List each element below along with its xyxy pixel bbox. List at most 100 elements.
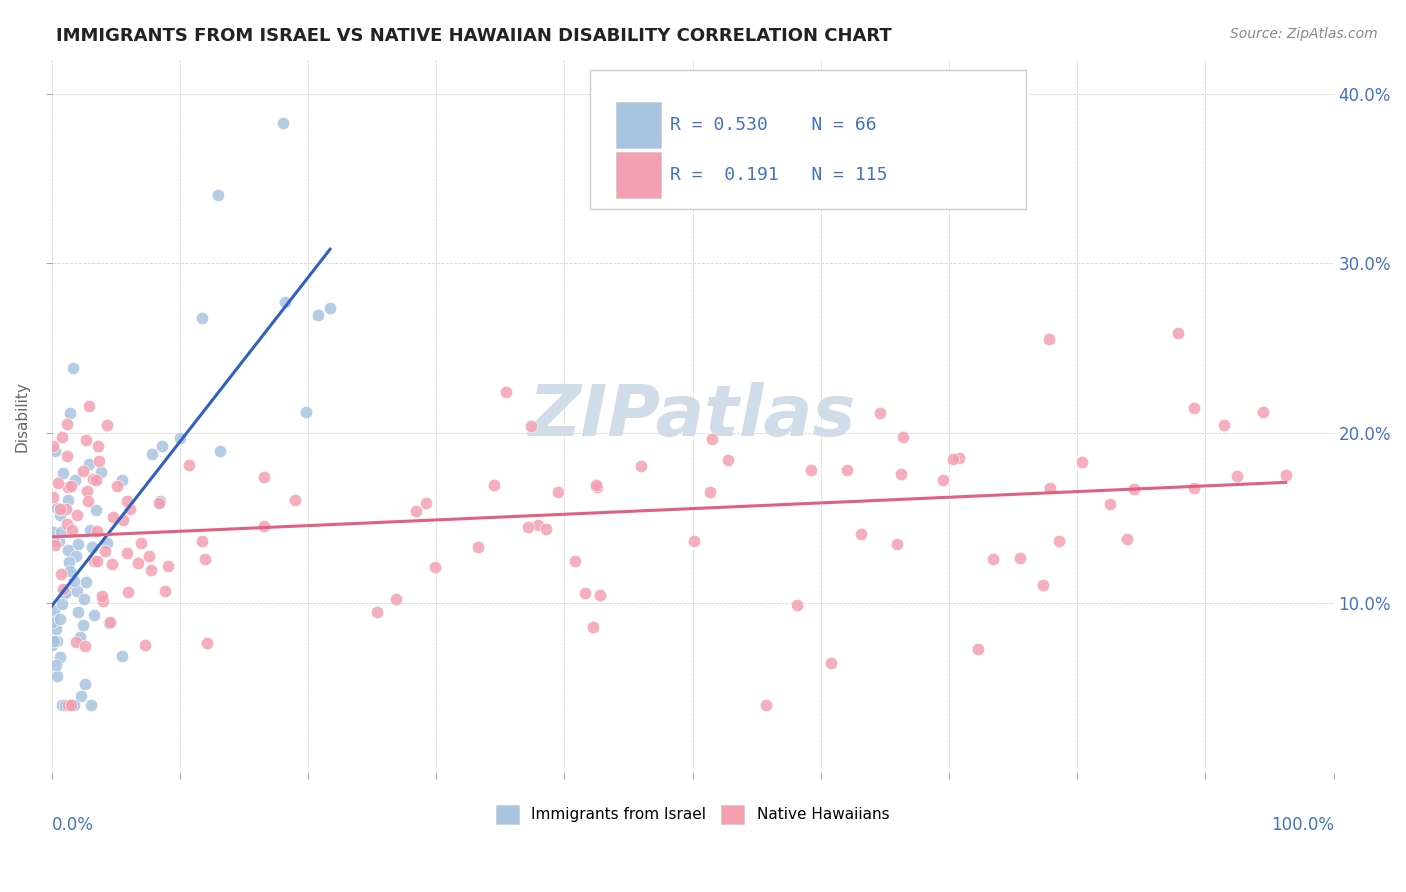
Point	[65, 635, 87, 649]
Point	[79, 524, 101, 538]
Point	[96, 418, 118, 433]
Point	[273, 295, 295, 310]
Point	[44, 537, 66, 551]
Point	[150, 439, 173, 453]
Text: IMMIGRANTS FROM ISRAEL VS NATIVE HAWAIIAN DISABILITY CORRELATION CHART: IMMIGRANTS FROM ISRAEL VS NATIVE HAWAIIA…	[56, 27, 891, 45]
Point	[59, 479, 82, 493]
Point	[56, 698, 79, 713]
Point	[66, 584, 89, 599]
Point	[699, 484, 721, 499]
Point	[91, 589, 114, 603]
Point	[45, 501, 67, 516]
Point	[1213, 417, 1236, 432]
Point	[83, 608, 105, 623]
Point	[630, 458, 652, 473]
Point	[1098, 497, 1121, 511]
Point	[56, 543, 79, 558]
Point	[1071, 454, 1094, 468]
Point	[48, 612, 70, 626]
Point	[169, 431, 191, 445]
Point	[63, 473, 86, 487]
Point	[56, 584, 79, 599]
Point	[69, 630, 91, 644]
Point	[44, 443, 66, 458]
Point	[72, 464, 94, 478]
Point	[66, 508, 89, 523]
FancyBboxPatch shape	[616, 152, 661, 198]
Point	[70, 690, 93, 704]
Point	[717, 453, 740, 467]
Point	[75, 434, 97, 448]
Point	[134, 638, 156, 652]
Point	[82, 472, 104, 486]
Point	[49, 502, 72, 516]
Point	[86, 524, 108, 538]
Point	[1123, 482, 1146, 496]
Point	[101, 557, 124, 571]
Point	[45, 622, 67, 636]
Text: ZIPatlas: ZIPatlas	[529, 382, 856, 450]
Point	[52, 582, 75, 596]
Text: 100.0%: 100.0%	[1271, 816, 1334, 834]
Point	[1274, 467, 1296, 482]
Point	[849, 527, 872, 541]
Text: 0.0%: 0.0%	[52, 816, 93, 834]
Point	[67, 537, 90, 551]
Point	[1182, 481, 1205, 495]
Point	[586, 480, 609, 494]
Text: R = 0.530    N = 66: R = 0.530 N = 66	[669, 116, 876, 134]
Point	[1032, 578, 1054, 592]
Point	[1182, 401, 1205, 416]
Point	[45, 668, 67, 682]
Point	[41, 615, 63, 629]
Point	[56, 449, 79, 463]
Point	[103, 509, 125, 524]
Point	[148, 496, 170, 510]
Point	[284, 492, 307, 507]
Point	[45, 658, 67, 673]
Point	[87, 454, 110, 468]
Point	[194, 551, 217, 566]
Point	[118, 502, 141, 516]
Point	[948, 451, 970, 466]
Point	[58, 406, 80, 420]
Point	[79, 457, 101, 471]
Point	[208, 444, 231, 458]
Point	[42, 439, 65, 453]
Point	[366, 605, 388, 619]
Point	[87, 439, 110, 453]
Point	[141, 563, 163, 577]
Point	[62, 698, 84, 713]
Point	[190, 533, 212, 548]
Point	[96, 535, 118, 549]
Point	[51, 430, 73, 444]
Point	[253, 518, 276, 533]
Point	[46, 634, 69, 648]
Point	[76, 483, 98, 498]
Point	[59, 565, 82, 579]
Point	[1226, 469, 1249, 483]
Point	[53, 586, 76, 600]
Point	[73, 591, 96, 606]
Point	[415, 496, 437, 510]
Point	[82, 540, 104, 554]
Point	[207, 188, 229, 202]
Point	[141, 447, 163, 461]
Point	[425, 560, 447, 574]
Point	[495, 384, 517, 399]
Point	[127, 556, 149, 570]
Point	[295, 405, 318, 419]
Point	[195, 636, 218, 650]
Point	[62, 360, 84, 375]
Point	[65, 549, 87, 563]
Point	[94, 543, 117, 558]
Point	[75, 575, 97, 590]
Point	[62, 574, 84, 588]
Point	[56, 480, 79, 494]
Point	[534, 522, 557, 536]
Point	[157, 559, 180, 574]
Point	[869, 406, 891, 420]
Point	[86, 503, 108, 517]
Point	[138, 549, 160, 563]
Point	[932, 473, 955, 487]
